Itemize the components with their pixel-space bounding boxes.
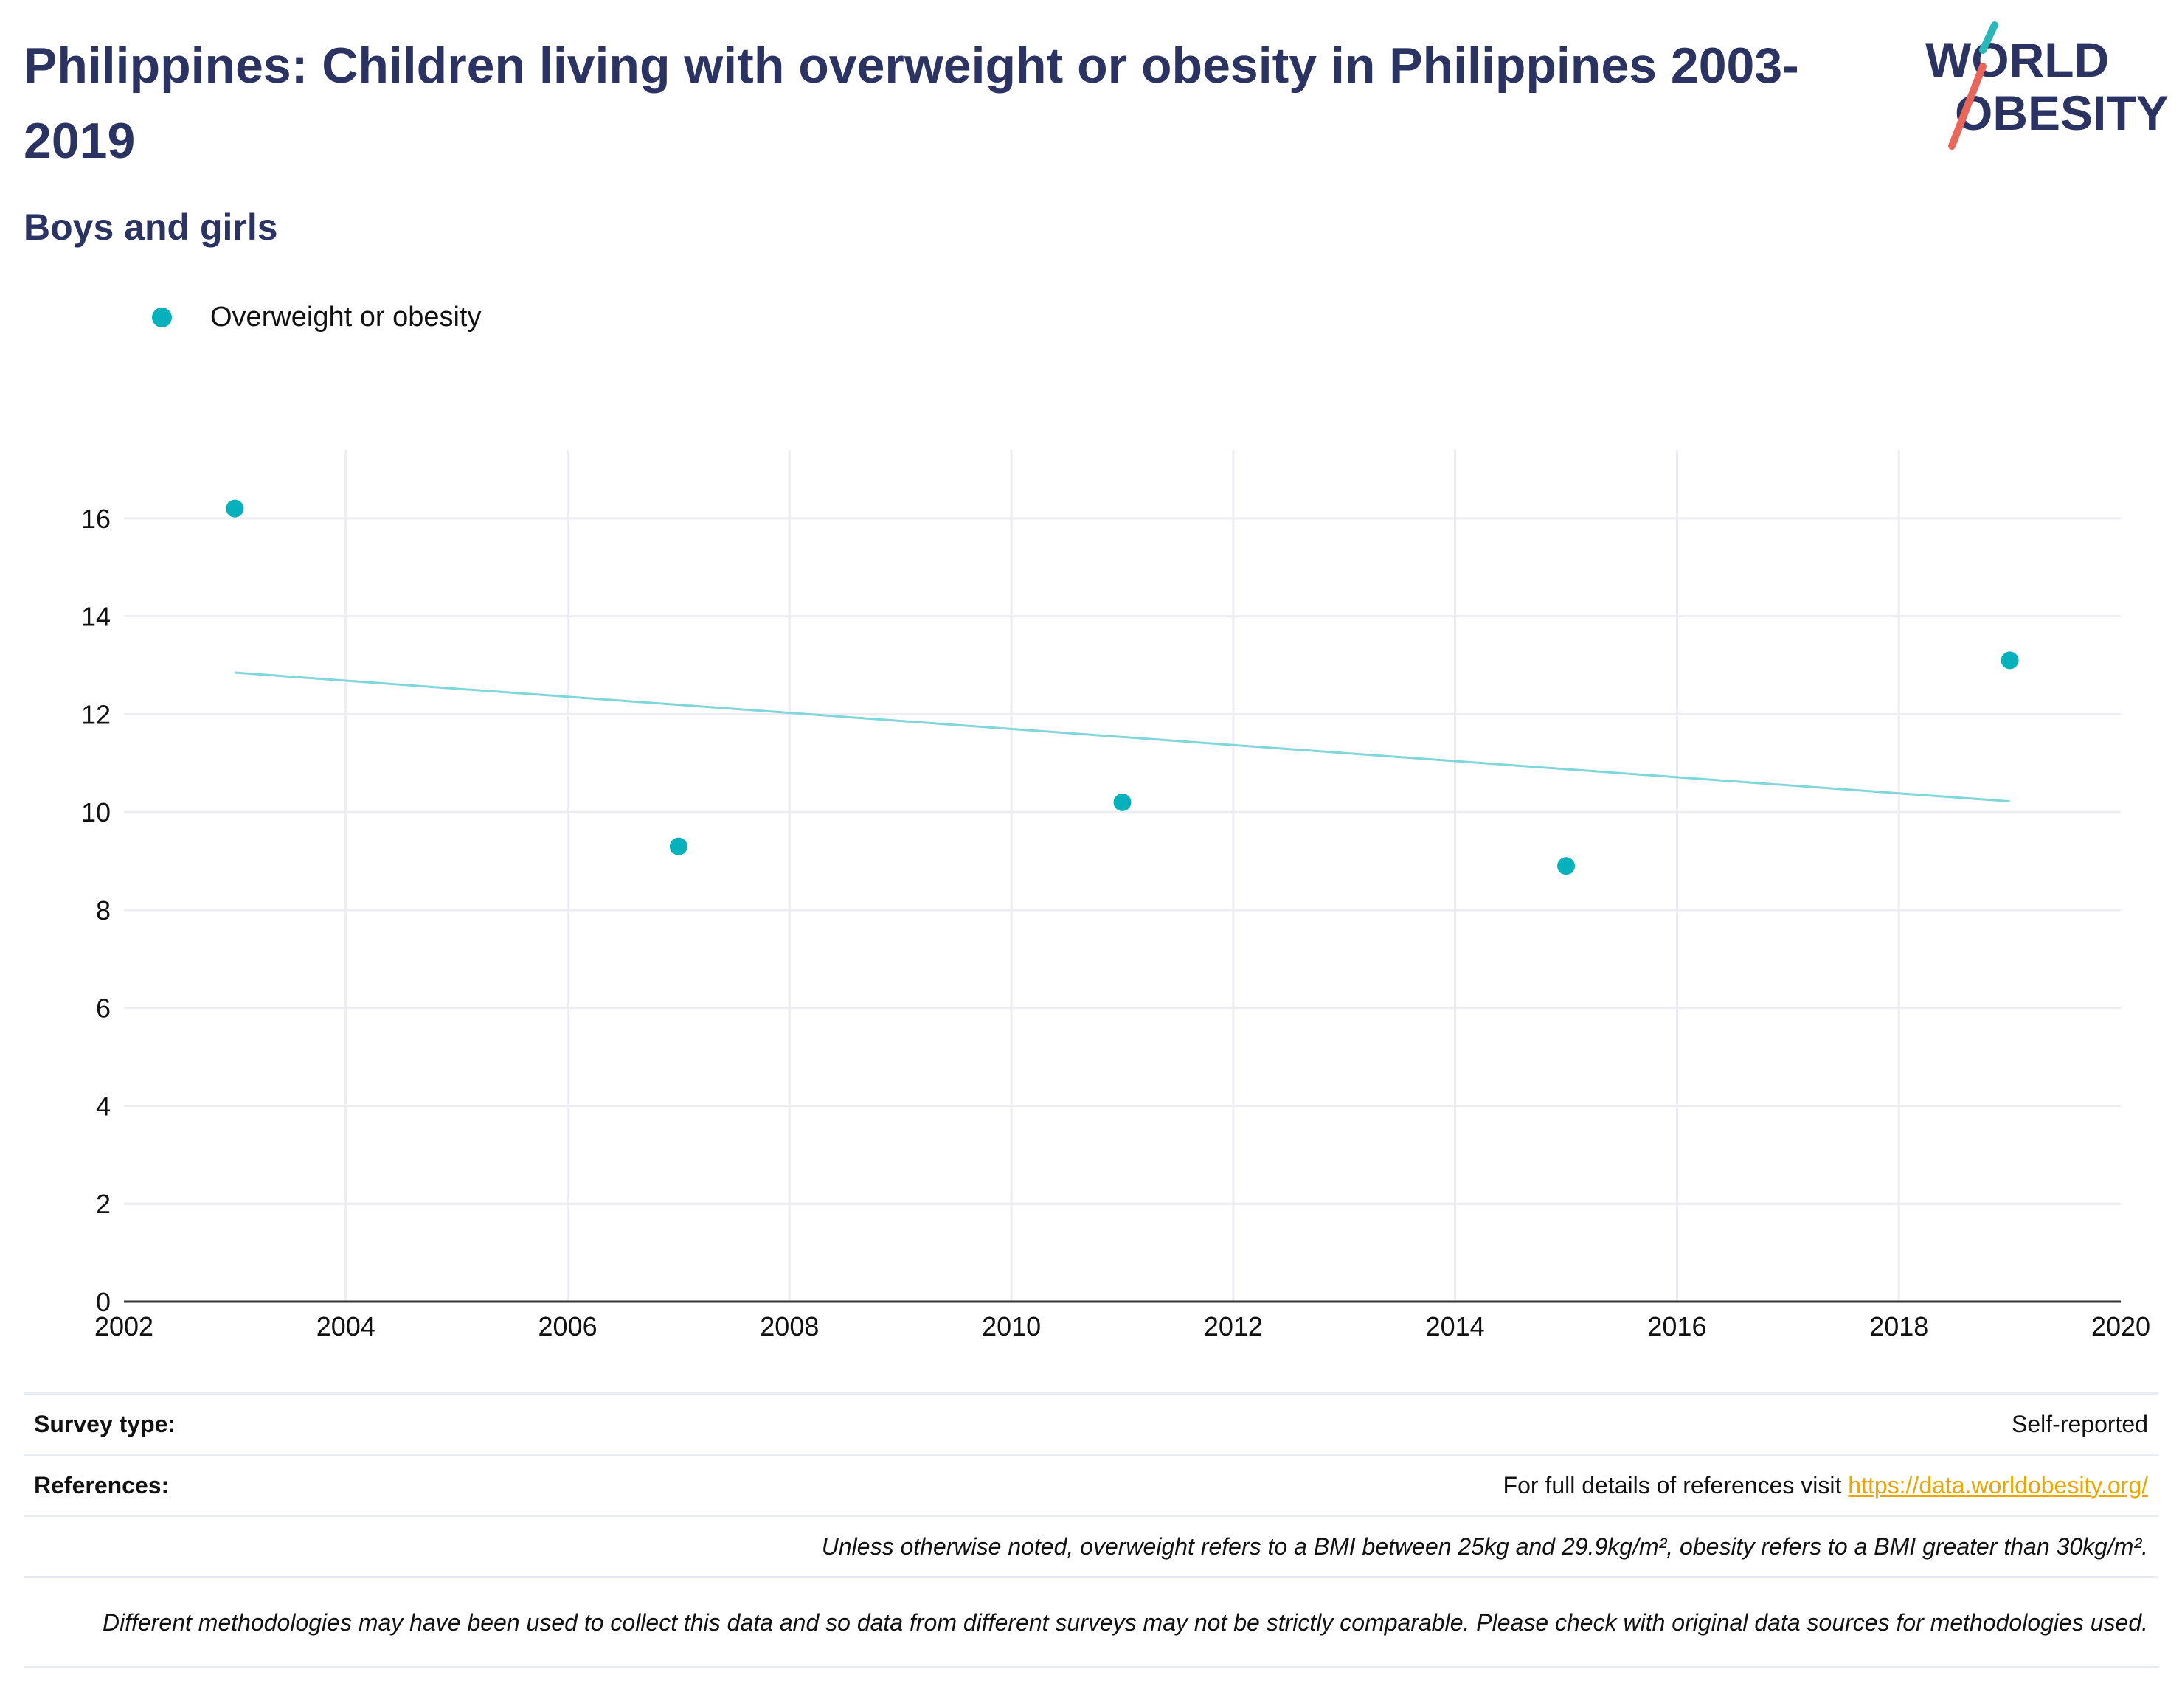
- chart-subtitle: Boys and girls: [24, 206, 278, 248]
- y-tick-label: 0: [96, 1287, 111, 1317]
- x-tick-label: 2012: [1204, 1311, 1263, 1341]
- y-tick-label: 12: [81, 699, 111, 729]
- y-tick-label: 16: [81, 504, 111, 534]
- x-tick-label: 2020: [2091, 1311, 2150, 1341]
- legend-label: Overweight or obesity: [210, 301, 482, 333]
- legend[interactable]: Overweight or obesity: [152, 295, 482, 339]
- x-tick-label: 2016: [1647, 1311, 1706, 1341]
- references-label: References:: [34, 1471, 170, 1499]
- data-points: [226, 499, 2019, 875]
- legend-marker: [152, 307, 172, 327]
- references-row: References: For full details of referenc…: [24, 1454, 2158, 1515]
- references-value: For full details of references visit htt…: [1503, 1472, 2148, 1499]
- y-tick-label: 4: [96, 1091, 111, 1121]
- data-point: [226, 499, 244, 518]
- data-point: [1113, 793, 1132, 811]
- x-tick-label: 2010: [982, 1311, 1041, 1341]
- x-tick-label: 2006: [538, 1311, 598, 1341]
- y-tick-label: 6: [96, 993, 111, 1024]
- axes: 0 2 4 6 8 10 12 14 16 2002 2004 2006 2008 2010 2012 201…: [81, 504, 2150, 1341]
- data-point: [669, 837, 687, 855]
- y-tick-label: 10: [81, 797, 111, 827]
- footer: Survey type: Self-reported References: F…: [24, 1392, 2158, 1668]
- scatter-chart: 0 2 4 6 8 10 12 14 16 2002 2004 2006 2008 2010 2012 201…: [81, 450, 2150, 1341]
- x-tick-label: 2008: [760, 1311, 819, 1341]
- methods-note-row: Different methodologies may have been us…: [24, 1576, 2158, 1668]
- trendline-group: [235, 671, 2010, 803]
- references-link[interactable]: https://data.worldobesity.org/: [1848, 1471, 2148, 1499]
- references-text: For full details of references visit: [1503, 1471, 1849, 1499]
- logo-accent-top: [1979, 21, 1998, 54]
- x-tick-label: 2004: [316, 1311, 375, 1341]
- y-tick-label: 2: [96, 1189, 111, 1219]
- data-point: [2001, 651, 2019, 670]
- bmi-note: Unless otherwise noted, overweight refer…: [821, 1533, 2148, 1560]
- logo-line1: WORLD: [1925, 32, 2109, 87]
- logo-line2: OBESITY: [1955, 86, 2169, 140]
- y-tick-label: 8: [96, 895, 111, 926]
- x-tick-label: 2002: [94, 1311, 153, 1341]
- survey-type-row: Survey type: Self-reported: [24, 1392, 2158, 1454]
- x-tick-label: 2014: [1426, 1311, 1485, 1341]
- trend-line: [235, 671, 2010, 803]
- methods-note: Different methodologies may have been us…: [102, 1608, 2148, 1636]
- logo-accent-bottom: [1948, 63, 1987, 150]
- world-obesity-logo: WORLD OBESITY: [1925, 21, 2169, 150]
- x-tick-label: 2018: [1869, 1311, 1928, 1341]
- survey-type-value: Self-reported: [2012, 1410, 2148, 1437]
- bmi-note-row: Unless otherwise noted, overweight refer…: [24, 1515, 2158, 1576]
- survey-type-label: Survey type:: [34, 1410, 176, 1437]
- y-tick-label: 14: [81, 602, 111, 632]
- data-point: [1557, 857, 1576, 875]
- gridlines: [124, 450, 2121, 1302]
- chart-title: Philippines: Children living with overwe…: [24, 38, 1799, 169]
